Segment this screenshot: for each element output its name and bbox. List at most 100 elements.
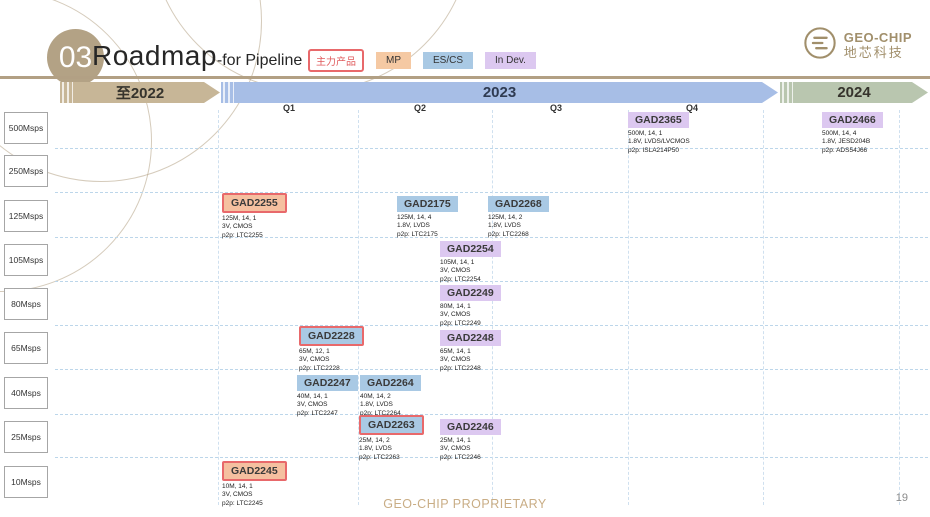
section-number: 03 — [58, 40, 93, 74]
product-chip: GAD2247 — [297, 375, 358, 391]
grid-line-v — [218, 110, 219, 505]
product-specs: 125M, 14, 4 1.8V, LVDS p2p: LTC2175 — [397, 214, 458, 239]
product-gad2228: GAD2228 65M, 12, 1 3V, CMOS p2p: LTC2228 — [299, 326, 364, 373]
legend-escs: ES/CS — [423, 52, 474, 69]
spec-line: 3V, CMOS — [440, 356, 471, 364]
grid-line-h — [55, 281, 928, 282]
grid-line-h — [55, 457, 928, 458]
spec-line: 25M, 14, 1 — [440, 437, 471, 444]
spec-line: p2p: LTC2255 — [222, 231, 263, 239]
product-gad2255: GAD2255 125M, 14, 1 3V, CMOS p2p: LTC225… — [222, 193, 287, 240]
logo-name-en: GEO-CHIP — [843, 29, 912, 45]
spec-line: 65M, 14, 1 — [440, 348, 471, 355]
spec-line: 1.8V, LVDS — [488, 222, 521, 230]
spec-line: 125M, 14, 2 — [488, 214, 523, 221]
spec-line: 3V, CMOS — [222, 491, 253, 499]
quarter-label-q1: Q1 — [282, 103, 295, 113]
product-chip: GAD2268 — [488, 196, 549, 212]
legend-flagship: 主力产品 — [308, 49, 364, 72]
row-label-500msps: 500Msps — [4, 112, 48, 144]
product-gad2466: GAD2466 500M, 14, 4 1.8V, JESD204B p2p: … — [822, 110, 883, 155]
grid-line-v — [763, 110, 764, 505]
spec-line: 1.8V, LVDS — [360, 401, 393, 409]
spec-line: 40M, 14, 2 — [360, 393, 391, 400]
logo-text: GEO-CHIP 地芯科技 — [843, 29, 912, 61]
grid-line-h — [55, 414, 928, 415]
product-specs: 25M, 14, 2 1.8V, LVDS p2p: LTC2263 — [359, 437, 424, 462]
product-chip: GAD2264 — [360, 375, 421, 391]
product-gad2247: GAD2247 40M, 14, 1 3V, CMOS p2p: LTC2247 — [297, 373, 358, 418]
spec-line: 25M, 14, 2 — [359, 437, 390, 444]
spec-line: p2p: LTC2247 — [297, 409, 338, 417]
product-chip: GAD2254 — [440, 241, 501, 257]
product-gad2254: GAD2254 105M, 14, 1 3V, CMOS p2p: LTC225… — [440, 239, 501, 284]
row-label-10msps: 10Msps — [4, 466, 48, 498]
timeline-arrow-2023: 2023 — [221, 82, 778, 103]
spec-line: 1.8V, JESD204B — [822, 138, 871, 146]
spec-line: 1.8V, LVDS — [397, 222, 430, 230]
grid-line-h — [55, 148, 928, 149]
grid-line-v — [628, 110, 629, 505]
product-chip: GAD2365 — [628, 112, 689, 128]
spec-line: 3V, CMOS — [440, 445, 471, 453]
spec-line: 65M, 12, 1 — [299, 348, 330, 355]
product-gad2365: GAD2365 500M, 14, 1 1.8V, LVDS/LVCMOS p2… — [628, 110, 690, 155]
legend: 主力产品 MP ES/CS In Dev. — [308, 49, 536, 72]
spec-line: 1.8V, LVDS — [359, 445, 392, 453]
spec-line: p2p: LTC2245 — [222, 499, 263, 507]
spec-line: 500M, 14, 4 — [822, 130, 857, 137]
product-specs: 40M, 14, 2 1.8V, LVDS p2p: LTC2264 — [360, 393, 421, 418]
product-chip: GAD2466 — [822, 112, 883, 128]
timeline-arrow-2022: 至2022 — [60, 82, 220, 103]
grid-line-h — [55, 369, 928, 370]
quarter-label-q4: Q4 — [685, 103, 698, 113]
product-specs: 500M, 14, 1 1.8V, LVDS/LVCMOS p2p: ISLA2… — [628, 130, 690, 155]
product-specs: 105M, 14, 1 3V, CMOS p2p: LTC2254 — [440, 259, 501, 284]
company-logo: GEO-CHIP 地芯科技 — [803, 26, 912, 65]
row-label-25msps: 25Msps — [4, 421, 48, 453]
product-specs: 65M, 12, 1 3V, CMOS p2p: LTC2228 — [299, 348, 364, 373]
product-specs: 25M, 14, 1 3V, CMOS p2p: LTC2246 — [440, 437, 501, 462]
product-chip: GAD2263 — [359, 415, 424, 435]
grid-line-v — [358, 110, 359, 505]
product-gad2264: GAD2264 40M, 14, 2 1.8V, LVDS p2p: LTC22… — [360, 373, 421, 418]
page-title: Roadmap-for Pipeline — [92, 40, 302, 72]
row-label-105msps: 105Msps — [4, 244, 48, 276]
product-gad2268: GAD2268 125M, 14, 2 1.8V, LVDS p2p: LTC2… — [488, 194, 549, 239]
row-label-125msps: 125Msps — [4, 200, 48, 232]
legend-mp: MP — [376, 52, 411, 69]
row-label-40msps: 40Msps — [4, 377, 48, 409]
product-gad2249: GAD2249 80M, 14, 1 3V, CMOS p2p: LTC2249 — [440, 283, 501, 328]
product-chip: GAD2249 — [440, 285, 501, 301]
row-label-65msps: 65Msps — [4, 332, 48, 364]
spec-line: 3V, CMOS — [440, 311, 471, 319]
spec-line: p2p: LTC2228 — [299, 364, 340, 372]
product-specs: 80M, 14, 1 3V, CMOS p2p: LTC2249 — [440, 303, 501, 328]
quarter-label-q2: Q2 — [413, 103, 426, 113]
spec-line: 125M, 14, 1 — [222, 215, 257, 222]
spec-line: 10M, 14, 1 — [222, 483, 253, 490]
grid-line-v — [899, 110, 900, 505]
grid-line-h — [55, 237, 928, 238]
product-specs: 125M, 14, 1 3V, CMOS p2p: LTC2255 — [222, 215, 287, 240]
timeline-arrow-2024: 2024 — [780, 82, 928, 103]
grid-line-v — [492, 110, 493, 505]
spec-line: p2p: ADS54J66 — [822, 146, 868, 154]
spec-line: p2p: LTC2246 — [440, 453, 481, 461]
grid-line-h — [55, 325, 928, 326]
product-chip: GAD2255 — [222, 193, 287, 213]
spec-line: 125M, 14, 4 — [397, 214, 432, 221]
product-gad2263: GAD2263 25M, 14, 2 1.8V, LVDS p2p: LTC22… — [359, 415, 424, 462]
spec-line: p2p: LTC2248 — [440, 364, 481, 372]
title-main: Roadmap — [92, 40, 217, 71]
product-gad2248: GAD2248 65M, 14, 1 3V, CMOS p2p: LTC2248 — [440, 328, 501, 373]
product-chip: GAD2245 — [222, 461, 287, 481]
row-label-80msps: 80Msps — [4, 288, 48, 320]
product-gad2245: GAD2245 10M, 14, 1 3V, CMOS p2p: LTC2245 — [222, 461, 287, 508]
product-specs: 10M, 14, 1 3V, CMOS p2p: LTC2245 — [222, 483, 287, 508]
product-specs: 125M, 14, 2 1.8V, LVDS p2p: LTC2268 — [488, 214, 549, 239]
page-number: 19 — [895, 492, 908, 504]
product-specs: 65M, 14, 1 3V, CMOS p2p: LTC2248 — [440, 348, 501, 373]
spec-line: 3V, CMOS — [297, 401, 328, 409]
